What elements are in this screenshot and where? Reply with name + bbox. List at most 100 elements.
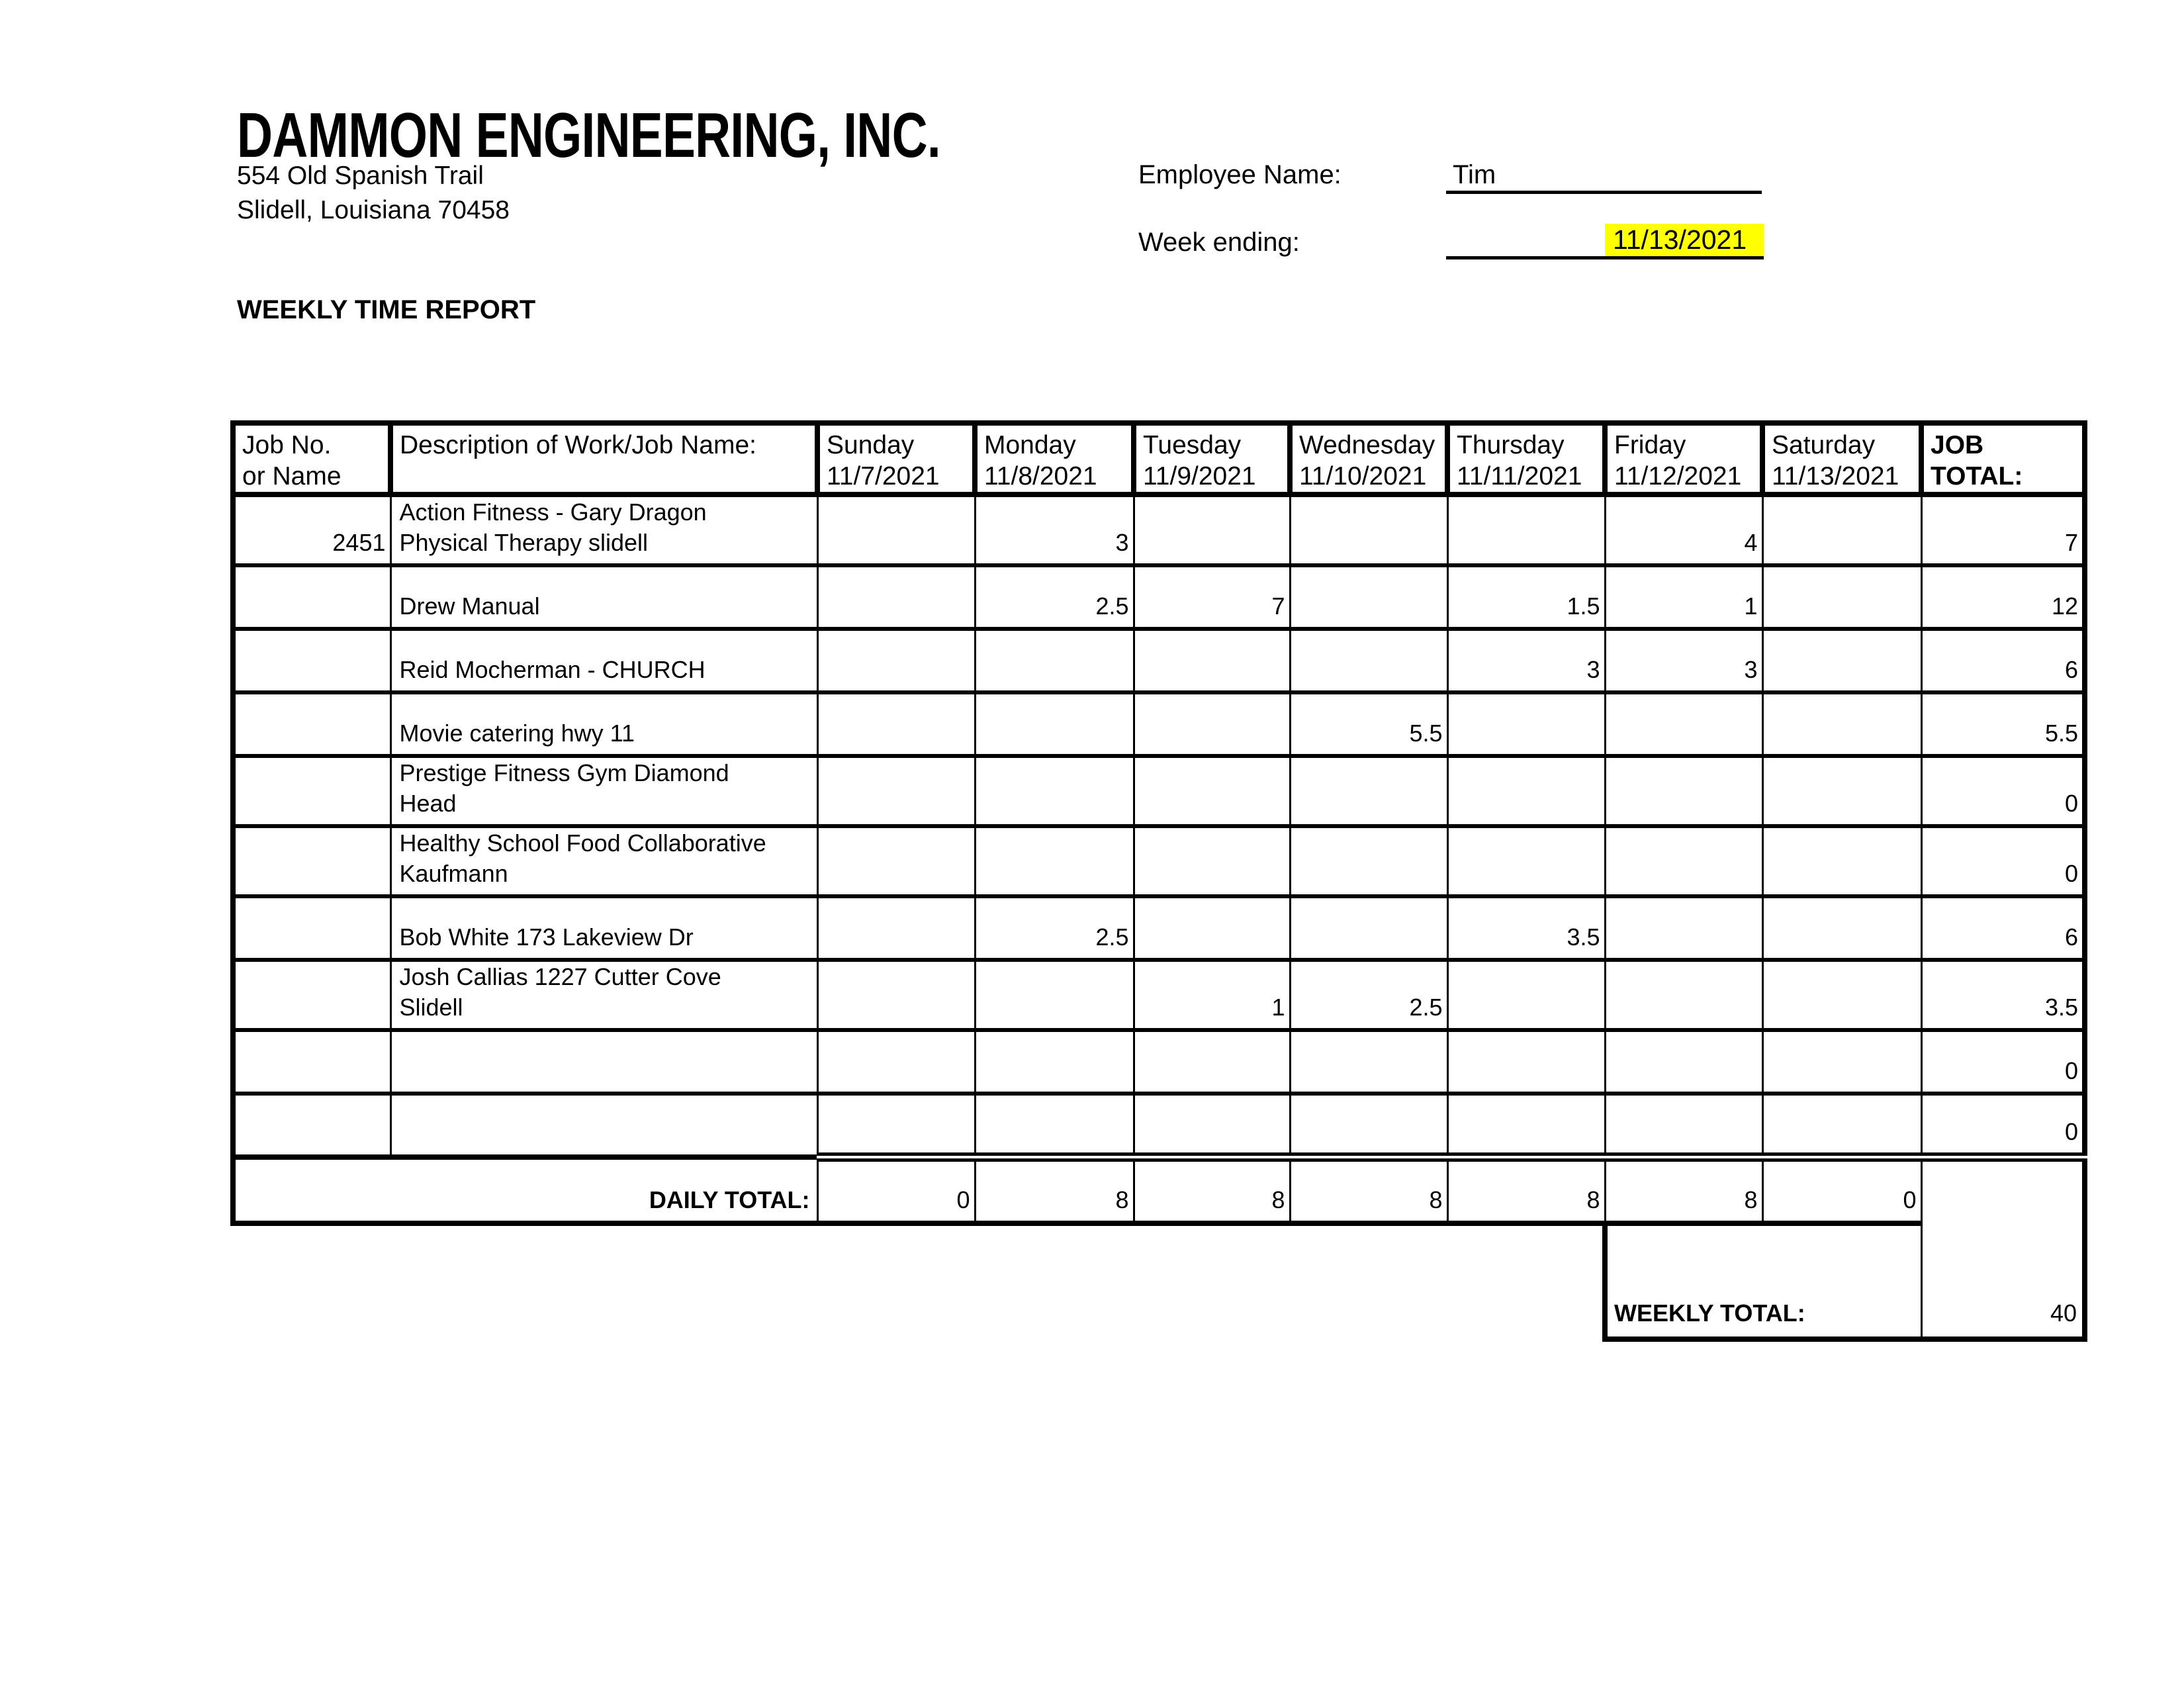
hours-cell xyxy=(1761,1030,1923,1096)
hours-cell xyxy=(1604,692,1764,758)
description-cell: Healthy School Food Collaborative Kaufma… xyxy=(389,826,819,898)
job-no-cell xyxy=(230,692,392,758)
day-date: 11/7/2021 xyxy=(827,462,940,491)
hours-cell xyxy=(816,692,976,758)
address-line-2: Slidell, Louisiana 70458 xyxy=(237,196,510,224)
hours-cell xyxy=(1604,1030,1764,1096)
hours-cell: 3.5 xyxy=(1446,896,1606,962)
hours-cell xyxy=(974,826,1135,898)
job-total-cell: 7 xyxy=(1920,494,2087,567)
day-date: 11/9/2021 xyxy=(1143,462,1256,491)
job-total-cell: 0 xyxy=(1920,756,2087,828)
hours-cell xyxy=(1289,629,1449,694)
day-header-wednesday: Wednesday 11/10/2021 xyxy=(1287,420,1450,497)
day-date: 11/13/2021 xyxy=(1772,462,1899,491)
job-no-cell: 2451 xyxy=(230,494,392,567)
hours-cell: 2.5 xyxy=(974,896,1135,962)
hours-cell xyxy=(1132,1030,1291,1096)
hours-cell xyxy=(1289,565,1449,631)
hours-cell xyxy=(1446,692,1606,758)
hours-cell xyxy=(816,565,976,631)
hours-cell xyxy=(1761,756,1923,828)
hours-cell xyxy=(1132,896,1291,962)
description-cell: Bob White 173 Lakeview Dr xyxy=(389,896,819,962)
timesheet-table: Job No. or Name Description of Work/Job … xyxy=(230,420,2087,1342)
week-ending-label: Week ending: xyxy=(1138,228,1300,257)
job-no-cell xyxy=(230,896,392,962)
hours-cell: 7 xyxy=(1132,565,1291,631)
job-total-header-line2: TOTAL: xyxy=(1931,462,2023,491)
job-no-cell xyxy=(230,1094,392,1159)
hours-cell: 3 xyxy=(1446,629,1606,694)
job-total-cell: 12 xyxy=(1920,565,2087,631)
hours-cell: 3 xyxy=(1604,629,1764,694)
table-row: Movie catering hwy 11 5.5 5.5 xyxy=(230,692,2087,758)
hours-cell xyxy=(974,756,1135,828)
week-ending-underline xyxy=(1446,256,1764,259)
weekly-spacer xyxy=(817,1223,975,1339)
job-no-header-line1: Job No. xyxy=(242,431,332,459)
hours-cell xyxy=(1132,629,1291,694)
hours-cell xyxy=(1289,1030,1449,1096)
hours-cell xyxy=(816,756,976,828)
weekly-total-value: 40 xyxy=(1920,1152,2087,1342)
job-no-cell xyxy=(230,756,392,828)
table-row: Drew Manual 2.5 7 1.5 1 12 xyxy=(230,565,2087,631)
daily-total-cell: 8 xyxy=(1132,1152,1291,1226)
job-no-cell xyxy=(230,1030,392,1096)
table-row: Healthy School Food Collaborative Kaufma… xyxy=(230,826,2087,898)
hours-cell xyxy=(1604,1094,1764,1159)
table-row: Reid Mocherman - CHURCH 3 3 6 xyxy=(230,629,2087,694)
daily-total-label: DAILY TOTAL: xyxy=(230,1154,819,1226)
company-address: 554 Old Spanish Trail Slidell, Louisiana… xyxy=(237,159,510,228)
hours-cell xyxy=(1446,1030,1606,1096)
table-row: 0 xyxy=(230,1030,2087,1096)
hours-cell: 1.5 xyxy=(1446,565,1606,631)
day-header-tuesday: Tuesday 11/9/2021 xyxy=(1131,420,1293,497)
hours-cell xyxy=(1289,896,1449,962)
day-date: 11/10/2021 xyxy=(1299,462,1427,491)
weekly-spacer xyxy=(1290,1223,1447,1339)
day-name: Saturday xyxy=(1772,431,1876,459)
job-total-cell: 6 xyxy=(1920,629,2087,694)
job-total-cell: 0 xyxy=(1920,1094,2087,1159)
hours-cell xyxy=(1761,692,1923,758)
daily-total-cell: 8 xyxy=(974,1152,1135,1226)
day-header-monday: Monday 11/8/2021 xyxy=(972,420,1136,497)
hours-cell xyxy=(1604,960,1764,1032)
hours-cell xyxy=(1761,896,1923,962)
company-name: DAMMON ENGINEERING, INC. xyxy=(237,100,941,171)
description-cell: Action Fitness - Gary Dragon Physical Th… xyxy=(389,494,819,567)
day-header-sunday: Sunday 11/7/2021 xyxy=(815,420,978,497)
hours-cell xyxy=(816,960,976,1032)
address-line-1: 554 Old Spanish Trail xyxy=(237,162,484,190)
hours-cell xyxy=(1132,826,1291,898)
table-row: 2451 Action Fitness - Gary Dragon Physica… xyxy=(230,494,2087,567)
hours-cell xyxy=(1446,1094,1606,1159)
table-row: Josh Callias 1227 Cutter Cove Slidell 1 2.… xyxy=(230,960,2087,1032)
hours-cell xyxy=(1132,756,1291,828)
description-cell xyxy=(389,1030,819,1096)
hours-cell xyxy=(816,629,976,694)
weekly-spacer xyxy=(975,1223,1134,1339)
description-cell: Drew Manual xyxy=(389,565,819,631)
hours-cell xyxy=(974,692,1135,758)
hours-cell xyxy=(1604,896,1764,962)
job-total-header-line1: JOB xyxy=(1931,431,1984,459)
day-header-friday: Friday 11/12/2021 xyxy=(1602,420,1765,497)
description-cell: Movie catering hwy 11 xyxy=(389,692,819,758)
hours-cell xyxy=(1289,826,1449,898)
table-row: 0 xyxy=(230,1094,2087,1159)
employee-name-value: Tim xyxy=(1453,160,1496,189)
job-total-header: JOB TOTAL: xyxy=(1919,420,2087,497)
hours-cell: 4 xyxy=(1604,494,1764,567)
day-header-thursday: Thursday 11/11/2021 xyxy=(1445,420,1608,497)
hours-cell xyxy=(1446,826,1606,898)
timesheet-table-container: Job No. or Name Description of Work/Job … xyxy=(230,420,2087,1342)
hours-cell: 2.5 xyxy=(1289,960,1449,1032)
hours-cell xyxy=(1289,756,1449,828)
hours-cell xyxy=(1761,629,1923,694)
table-row: Bob White 173 Lakeview Dr 2.5 3.5 6 xyxy=(230,896,2087,962)
job-no-header-line2: or Name xyxy=(242,462,341,491)
